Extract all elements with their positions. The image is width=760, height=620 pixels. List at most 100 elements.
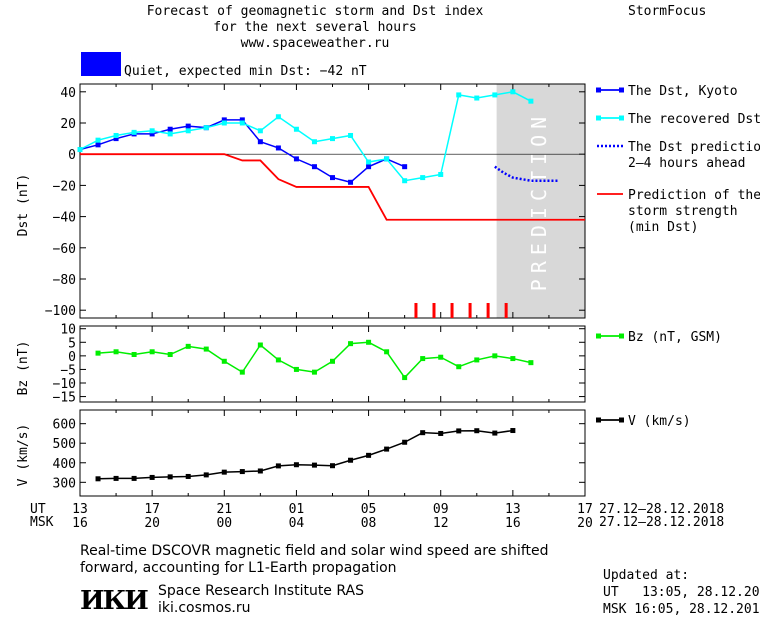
series-line: [80, 153, 585, 221]
series-point: [185, 473, 191, 479]
series-point: [402, 375, 408, 381]
series-point: [185, 343, 191, 349]
ut-tick-label: 17: [577, 502, 593, 517]
series-point: [492, 92, 498, 98]
series-point: [330, 358, 335, 364]
series-point: [149, 131, 155, 137]
series-point: [384, 156, 390, 162]
series-point: [95, 142, 101, 148]
series-point: [239, 120, 245, 126]
legend-label: Prediction of the: [628, 188, 760, 203]
series-point: [402, 439, 408, 445]
ut-date-range: 27.12‒28.12.2018: [599, 502, 725, 517]
series-point: [113, 475, 119, 481]
plot-frame: [79, 409, 586, 497]
series-point: [492, 430, 498, 436]
series-point: [131, 475, 137, 481]
y-tick-label: 0: [68, 350, 76, 365]
series-point: [510, 89, 516, 95]
storm-marker: [414, 303, 418, 318]
institute-site[interactable]: iki.cosmos.ru: [158, 600, 251, 616]
status-color-swatch: [81, 52, 121, 76]
series-point: [257, 342, 263, 348]
ut-tick-label: 09: [433, 502, 449, 517]
y-tick-label: −60: [53, 242, 76, 257]
msk-date-range: 27.12‒28.12.2018: [599, 515, 725, 530]
msk-tick-label: 16: [505, 516, 521, 531]
series-point: [474, 428, 480, 434]
series-point: [185, 128, 191, 134]
storm-marker: [504, 303, 508, 318]
chart-title-url[interactable]: www.spaceweather.ru: [240, 36, 390, 51]
storm-marker: [486, 303, 490, 318]
ut-tick-label: 05: [361, 502, 377, 517]
series-point: [438, 430, 444, 436]
series-point: [311, 462, 317, 468]
series-point: [113, 136, 119, 142]
series-point: [203, 472, 209, 478]
series-point: [366, 159, 372, 165]
storm-marker: [468, 303, 472, 318]
series-point: [384, 349, 390, 355]
legend-label: The Dst, Kyoto: [628, 84, 738, 99]
series-point: [348, 179, 354, 185]
series-point: [474, 95, 480, 101]
ut-tick-label: 17: [144, 502, 160, 517]
series-point: [438, 354, 444, 360]
status-text: Quiet, expected min Dst: −42 nT: [124, 64, 367, 79]
series-point: [366, 164, 372, 170]
y-tick-label: −80: [53, 273, 76, 288]
series-point: [492, 353, 498, 359]
y-axis-label: V (km/s): [16, 424, 31, 487]
storm-marker: [432, 303, 436, 318]
series-point: [366, 452, 372, 458]
series-point: [348, 132, 354, 138]
series-point: [510, 428, 516, 434]
msk-tick-label: 20: [144, 516, 160, 531]
ut-tick-label: 01: [289, 502, 305, 517]
y-tick-label: −15: [53, 391, 76, 406]
y-tick-label: 400: [53, 457, 76, 472]
series-point: [257, 128, 263, 134]
series-point: [149, 128, 155, 134]
series-point: [293, 462, 299, 468]
series-point: [528, 98, 534, 104]
ut-tick-label: 13: [505, 502, 521, 517]
chart-title-line2: for the next several hours: [213, 20, 417, 35]
series-point: [311, 139, 317, 145]
series-point: [221, 358, 227, 364]
legend-label: (min Dst): [628, 220, 698, 235]
brand-name: StormFocus: [628, 4, 707, 19]
series-point: [167, 474, 173, 480]
legend-label: 2–4 hours ahead: [628, 156, 745, 171]
msk-tick-label: 12: [433, 516, 449, 531]
legend-label: The recovered Dst: [628, 112, 760, 127]
y-tick-label: −100: [45, 304, 76, 319]
series-line: [98, 429, 513, 480]
series-point: [275, 357, 281, 363]
series-point: [384, 446, 390, 452]
y-tick-label: 10: [60, 323, 76, 338]
legend-swatch-point: [619, 333, 624, 339]
legend-label: storm strength: [628, 204, 738, 219]
legend-swatch-point: [596, 333, 601, 339]
series-point: [311, 369, 317, 375]
series-point: [456, 364, 462, 370]
series-point: [402, 178, 408, 184]
series-point: [275, 463, 281, 469]
legend-label: Bz (nT, GSM): [628, 330, 722, 345]
series-point: [221, 117, 227, 123]
series-point: [456, 92, 462, 98]
legend-swatch-point: [619, 87, 624, 93]
series-point: [438, 171, 444, 177]
y-tick-label: −20: [53, 179, 76, 194]
updated-msk: MSK 16:05, 28.12.2018: [603, 602, 760, 617]
series-point: [474, 357, 480, 363]
series-point: [221, 469, 227, 475]
series-point: [257, 139, 263, 145]
series-point: [330, 175, 335, 181]
series-point: [275, 145, 281, 151]
series-point: [131, 352, 137, 357]
series-point: [257, 468, 263, 474]
